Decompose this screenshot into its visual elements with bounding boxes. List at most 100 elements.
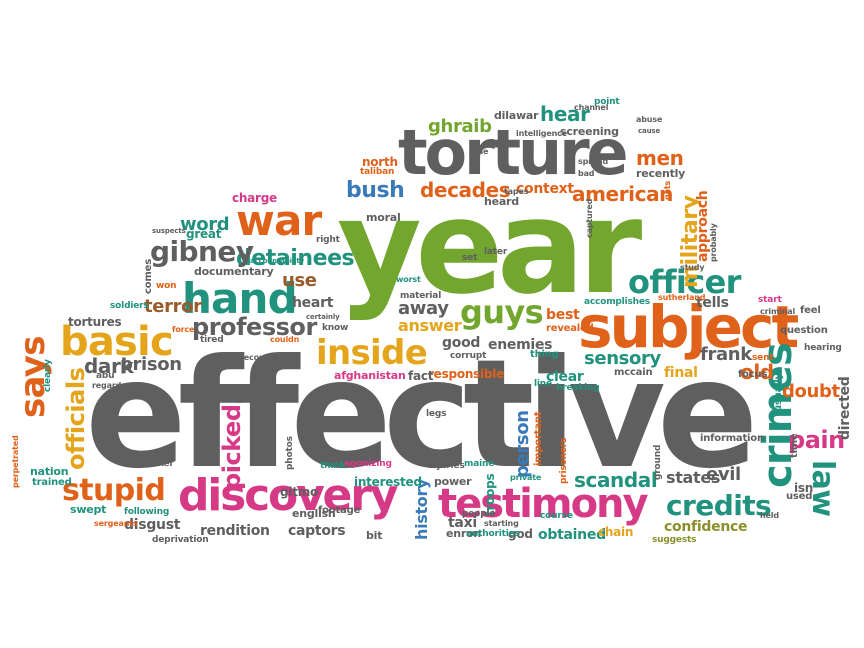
word-heart: heart — [292, 295, 334, 311]
word-trained: trained — [32, 477, 72, 488]
word-basic: basic — [60, 319, 174, 365]
word-doubt: doubt — [782, 381, 840, 402]
word-detainees: detainees — [236, 246, 355, 271]
word-prisoners: prisoners — [559, 437, 569, 484]
word-inside: inside — [316, 333, 428, 373]
word-captured: captured — [585, 198, 594, 238]
word-time: time — [789, 433, 800, 458]
word-bit: bit — [366, 529, 383, 542]
word-prison: prison — [120, 354, 182, 375]
word-states: states — [666, 468, 721, 487]
word-tortures: tortures — [68, 315, 122, 329]
word-won: won — [156, 281, 177, 291]
word-true: true — [470, 147, 489, 156]
word-english: english — [292, 507, 336, 520]
word-material: material — [400, 291, 442, 301]
word-effective: effective — [85, 328, 759, 502]
word-decades: decades — [420, 178, 511, 202]
word-credits: credits — [666, 489, 772, 522]
word-legs: legs — [426, 409, 447, 419]
word-hearing: hearing — [804, 343, 842, 353]
word-enron: enron — [446, 527, 482, 540]
word-tired: tired — [200, 335, 224, 345]
word-stupid: stupid — [62, 473, 166, 508]
word-afghanistan: afghanistan — [334, 369, 406, 382]
word-old: old — [740, 360, 774, 384]
word-moral: moral — [366, 211, 401, 224]
word-held: held — [760, 511, 779, 520]
word-torture: torture — [398, 116, 629, 189]
word-set: set — [462, 253, 478, 263]
word-maine: maine — [464, 459, 495, 469]
word-gets: gets — [663, 180, 672, 200]
word-chain: chain — [598, 525, 634, 539]
word-dark: dark — [84, 354, 134, 378]
word-heard: heard — [484, 195, 519, 208]
word-soldiers: soldiers — [110, 301, 149, 311]
word-recently: recently — [636, 167, 686, 180]
word-starting: starting — [484, 519, 519, 528]
word-bad: bad — [578, 169, 595, 178]
word-gitmo: gitmo — [280, 485, 318, 499]
word-private: private — [510, 473, 542, 482]
word-footage: footage — [318, 505, 361, 516]
word-tells: tells — [696, 295, 729, 311]
word-spread: spread — [578, 157, 609, 166]
word-swept: swept — [70, 503, 107, 516]
word-clear: clear — [546, 369, 584, 385]
word-photos: photos — [285, 436, 295, 470]
word-war: war — [236, 196, 322, 245]
word-focus: focus — [738, 369, 768, 380]
word-comes: comes — [143, 259, 154, 294]
word-interested: interested — [354, 475, 422, 489]
word-context: context — [516, 181, 574, 197]
word-great: great — [186, 227, 222, 241]
word-important: important — [533, 411, 544, 466]
word-north: north — [362, 155, 398, 169]
word-away: away — [398, 298, 449, 319]
word-pain: pain — [788, 426, 845, 454]
word-certainly: certainly — [306, 313, 340, 321]
word-nation: nation — [30, 465, 69, 478]
word-enemies: enemies — [488, 337, 553, 353]
word-people: people — [462, 509, 496, 519]
word-regards: regards — [92, 381, 126, 390]
word-answer: answer — [398, 316, 462, 335]
word-confidence: confidence — [664, 519, 748, 535]
word-accomplishes: accomplishes — [584, 297, 650, 307]
word-intelligence: intelligence — [516, 129, 568, 138]
word-accountability: accountability — [250, 257, 305, 265]
word-terror: terror — [144, 296, 202, 317]
word-taliban: taliban — [360, 167, 395, 177]
word-dilawar: dilawar — [494, 109, 539, 122]
word-ghraib: ghraib — [428, 116, 492, 137]
word-documentary: documentary — [194, 265, 274, 278]
word-rendition: rendition — [200, 523, 270, 539]
word-good: good — [442, 335, 481, 351]
word-men: men — [636, 146, 684, 170]
word-discovery: discovery — [178, 470, 398, 521]
word-suggests: suggests — [652, 535, 697, 545]
word-picked: picked — [218, 404, 246, 490]
word-breaking: breaking — [556, 383, 600, 393]
word-scandal: scandal — [574, 468, 658, 492]
word-professor: professor — [192, 313, 317, 341]
word-god: god — [508, 527, 533, 541]
word-thing: thing — [530, 349, 559, 360]
word-worst: worst — [396, 275, 421, 284]
word-isn: isn — [794, 481, 814, 495]
word-injuries: injuries — [428, 461, 465, 471]
word-charge: charge — [232, 191, 277, 205]
word-feel: feel — [800, 305, 821, 316]
word-force: force — [172, 325, 195, 334]
word-criminal: criminal — [760, 307, 796, 316]
word-abu: abu — [96, 371, 115, 381]
word-information: information — [700, 433, 764, 444]
word-deprivation: deprivation — [152, 535, 209, 545]
word-word: word — [180, 214, 230, 235]
word-fact: fact — [408, 369, 434, 383]
word-cause: cause — [638, 127, 661, 135]
word-guys: guys — [460, 293, 544, 331]
word-officer: officer — [628, 263, 741, 301]
